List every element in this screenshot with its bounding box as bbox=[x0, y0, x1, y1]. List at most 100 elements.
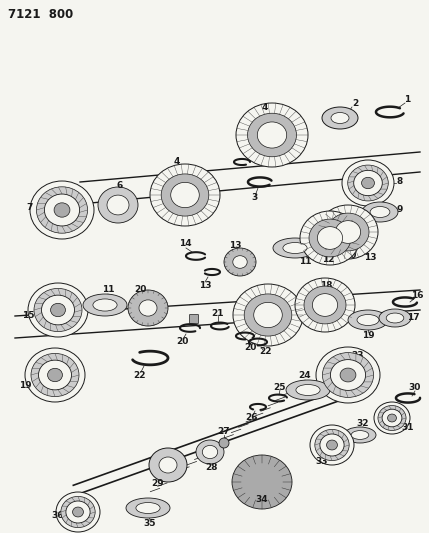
Ellipse shape bbox=[335, 221, 361, 244]
Ellipse shape bbox=[296, 384, 320, 395]
Text: 23: 23 bbox=[352, 351, 364, 360]
Ellipse shape bbox=[248, 113, 296, 157]
Text: 1: 1 bbox=[404, 95, 410, 104]
Text: 11: 11 bbox=[102, 286, 114, 295]
Text: 21: 21 bbox=[212, 309, 224, 318]
Ellipse shape bbox=[322, 107, 358, 129]
Text: 33: 33 bbox=[316, 457, 328, 466]
Ellipse shape bbox=[83, 294, 127, 316]
Ellipse shape bbox=[315, 430, 349, 461]
Text: 7: 7 bbox=[27, 204, 33, 213]
Ellipse shape bbox=[107, 195, 129, 215]
Text: 6: 6 bbox=[117, 181, 123, 190]
Text: 31: 31 bbox=[402, 424, 414, 432]
Ellipse shape bbox=[286, 380, 330, 400]
Ellipse shape bbox=[31, 353, 79, 397]
Ellipse shape bbox=[61, 496, 95, 528]
Text: 27: 27 bbox=[218, 427, 230, 437]
Text: 12: 12 bbox=[322, 255, 334, 264]
Ellipse shape bbox=[128, 290, 168, 326]
Ellipse shape bbox=[295, 278, 355, 332]
Text: 36: 36 bbox=[52, 511, 64, 520]
Text: 13: 13 bbox=[364, 254, 376, 262]
Ellipse shape bbox=[150, 164, 220, 226]
Ellipse shape bbox=[312, 294, 338, 317]
Text: 14: 14 bbox=[179, 239, 191, 248]
Ellipse shape bbox=[136, 503, 160, 513]
Ellipse shape bbox=[273, 238, 317, 258]
Text: 32: 32 bbox=[357, 419, 369, 429]
Ellipse shape bbox=[370, 206, 390, 217]
Ellipse shape bbox=[233, 256, 247, 268]
Text: 2: 2 bbox=[352, 99, 358, 108]
Ellipse shape bbox=[48, 368, 63, 382]
Text: 22: 22 bbox=[134, 370, 146, 379]
Ellipse shape bbox=[326, 440, 338, 450]
Ellipse shape bbox=[330, 360, 366, 390]
Ellipse shape bbox=[387, 414, 396, 422]
Text: 25: 25 bbox=[274, 383, 286, 392]
Text: 8: 8 bbox=[397, 177, 403, 187]
Text: 10: 10 bbox=[344, 252, 356, 261]
Text: 28: 28 bbox=[206, 463, 218, 472]
Text: 20: 20 bbox=[244, 343, 256, 352]
Text: 18: 18 bbox=[320, 281, 332, 290]
Text: 24: 24 bbox=[299, 372, 311, 381]
Ellipse shape bbox=[310, 425, 354, 465]
Ellipse shape bbox=[30, 181, 94, 239]
Ellipse shape bbox=[317, 227, 343, 249]
Text: 22: 22 bbox=[259, 348, 271, 357]
Ellipse shape bbox=[54, 203, 70, 217]
Text: 26: 26 bbox=[246, 414, 258, 423]
Text: 19: 19 bbox=[19, 381, 31, 390]
Text: 13: 13 bbox=[229, 241, 241, 251]
Text: 29: 29 bbox=[152, 479, 164, 488]
Text: 30: 30 bbox=[409, 384, 421, 392]
Ellipse shape bbox=[351, 431, 369, 439]
Text: 11: 11 bbox=[299, 257, 311, 266]
Text: 20: 20 bbox=[176, 337, 188, 346]
Text: 17: 17 bbox=[407, 313, 419, 322]
Text: 19: 19 bbox=[362, 330, 375, 340]
Text: 13: 13 bbox=[199, 280, 211, 289]
Text: 4: 4 bbox=[174, 157, 180, 166]
Ellipse shape bbox=[323, 353, 374, 398]
Ellipse shape bbox=[348, 165, 388, 201]
Ellipse shape bbox=[44, 194, 80, 226]
Ellipse shape bbox=[25, 348, 85, 402]
Ellipse shape bbox=[304, 286, 346, 324]
Ellipse shape bbox=[161, 174, 209, 216]
Ellipse shape bbox=[300, 211, 360, 265]
Ellipse shape bbox=[232, 455, 292, 509]
Ellipse shape bbox=[36, 187, 88, 233]
Ellipse shape bbox=[244, 294, 292, 336]
Ellipse shape bbox=[66, 501, 90, 523]
Ellipse shape bbox=[236, 103, 308, 167]
Circle shape bbox=[219, 438, 229, 448]
Ellipse shape bbox=[93, 299, 117, 311]
Text: 3: 3 bbox=[252, 193, 258, 203]
Ellipse shape bbox=[362, 202, 398, 222]
Ellipse shape bbox=[327, 213, 369, 251]
Ellipse shape bbox=[42, 295, 75, 325]
Text: 20: 20 bbox=[134, 286, 146, 295]
Ellipse shape bbox=[224, 248, 256, 276]
Ellipse shape bbox=[257, 122, 287, 148]
Ellipse shape bbox=[34, 288, 82, 332]
Ellipse shape bbox=[283, 243, 307, 254]
Ellipse shape bbox=[39, 360, 72, 390]
Ellipse shape bbox=[98, 187, 138, 223]
Ellipse shape bbox=[353, 171, 382, 196]
Ellipse shape bbox=[28, 283, 88, 337]
Ellipse shape bbox=[379, 309, 411, 327]
Ellipse shape bbox=[233, 284, 303, 346]
FancyBboxPatch shape bbox=[190, 314, 199, 324]
Ellipse shape bbox=[126, 498, 170, 518]
Ellipse shape bbox=[318, 205, 378, 259]
Ellipse shape bbox=[331, 112, 349, 124]
Ellipse shape bbox=[382, 409, 402, 427]
Ellipse shape bbox=[159, 457, 177, 473]
Ellipse shape bbox=[348, 310, 388, 330]
Ellipse shape bbox=[374, 402, 410, 434]
Ellipse shape bbox=[139, 300, 157, 316]
